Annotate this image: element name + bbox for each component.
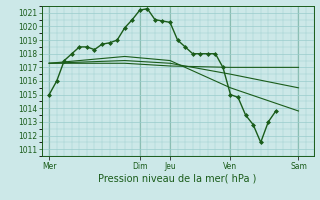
X-axis label: Pression niveau de la mer( hPa ): Pression niveau de la mer( hPa ) [99,173,257,183]
